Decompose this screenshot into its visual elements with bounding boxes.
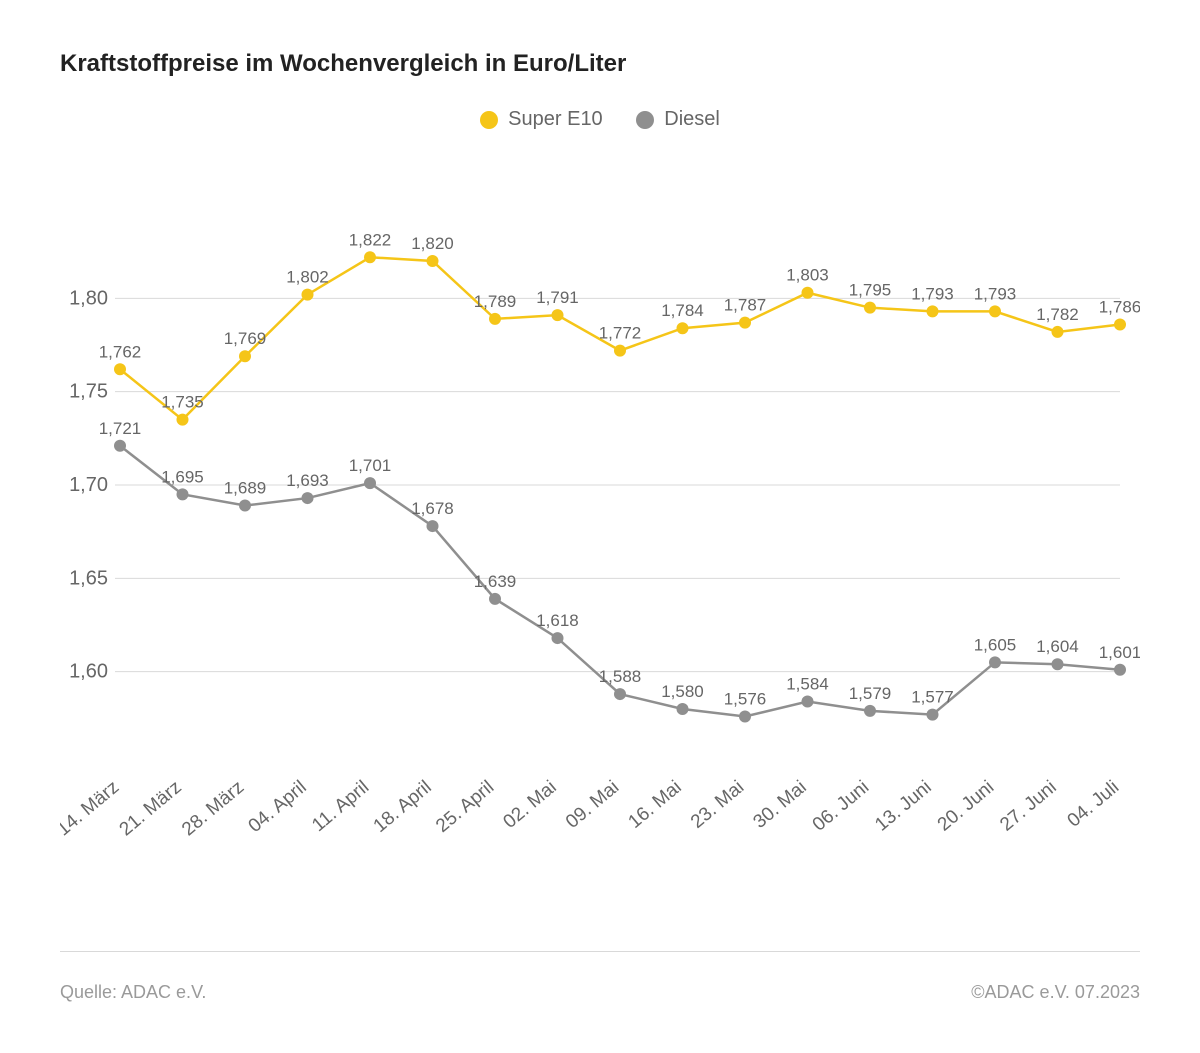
legend-dot-diesel	[636, 111, 654, 129]
svg-text:14. März: 14. März	[60, 776, 123, 840]
svg-text:1,601: 1,601	[1099, 642, 1140, 661]
svg-text:1,786: 1,786	[1099, 297, 1140, 316]
legend-item-diesel: Diesel	[636, 108, 720, 131]
svg-text:1,772: 1,772	[599, 323, 642, 342]
source-label: Quelle: ADAC e.V.	[60, 982, 206, 1003]
svg-text:1,795: 1,795	[849, 280, 892, 299]
svg-text:1,735: 1,735	[161, 392, 204, 411]
legend: Super E10 Diesel	[60, 108, 1140, 135]
footer: Quelle: ADAC e.V. ©ADAC e.V. 07.2023	[60, 951, 1140, 1003]
svg-text:1,721: 1,721	[99, 418, 142, 437]
svg-text:1,784: 1,784	[661, 301, 704, 320]
svg-text:30. Mai: 30. Mai	[749, 776, 810, 832]
svg-text:23. Mai: 23. Mai	[687, 776, 748, 832]
legend-label-e10: Super E10	[508, 108, 603, 131]
svg-text:1,789: 1,789	[474, 291, 517, 310]
chart-svg: 1,60 1,65 1,70 1,75 1,80 14. März21. März28. …	[60, 165, 1140, 885]
svg-text:1,803: 1,803	[786, 265, 829, 284]
svg-text:1,802: 1,802	[286, 267, 329, 286]
svg-text:02. Mai: 02. Mai	[499, 776, 560, 832]
svg-text:1,782: 1,782	[1036, 304, 1079, 323]
svg-text:1,579: 1,579	[849, 683, 892, 702]
svg-text:1,695: 1,695	[161, 467, 204, 486]
svg-text:28. März: 28. März	[178, 776, 248, 840]
chart-container: Kraftstoffpreise im Wochenvergleich in E…	[0, 0, 1200, 1053]
svg-text:1,618: 1,618	[536, 611, 579, 630]
svg-text:1,588: 1,588	[599, 667, 642, 686]
svg-text:1,584: 1,584	[786, 674, 829, 693]
legend-label-diesel: Diesel	[664, 108, 720, 131]
svg-text:06. Juni: 06. Juni	[809, 776, 873, 835]
svg-text:04. Juli: 04. Juli	[1064, 776, 1124, 831]
svg-text:1,576: 1,576	[724, 689, 767, 708]
svg-text:1,605: 1,605	[974, 635, 1017, 654]
svg-text:1,65: 1,65	[69, 567, 108, 589]
svg-text:04. April: 04. April	[245, 776, 311, 836]
svg-text:1,580: 1,580	[661, 682, 704, 701]
svg-text:25. April: 25. April	[432, 776, 498, 836]
chart-title: Kraftstoffpreise im Wochenvergleich in E…	[60, 50, 1140, 78]
svg-text:1,604: 1,604	[1036, 637, 1079, 656]
svg-text:1,822: 1,822	[349, 230, 392, 249]
svg-text:1,769: 1,769	[224, 329, 267, 348]
svg-text:11. April: 11. April	[308, 776, 373, 835]
svg-text:16. Mai: 16. Mai	[624, 776, 685, 832]
svg-text:18. April: 18. April	[370, 776, 436, 836]
svg-text:1,787: 1,787	[724, 295, 767, 314]
chart-plot-area: 1,60 1,65 1,70 1,75 1,80 14. März21. März28. …	[60, 165, 1140, 885]
svg-text:09. Mai: 09. Mai	[562, 776, 623, 832]
svg-text:1,678: 1,678	[411, 499, 454, 518]
svg-text:1,762: 1,762	[99, 342, 142, 361]
svg-text:13. Juni: 13. Juni	[871, 776, 935, 835]
svg-text:1,60: 1,60	[69, 660, 108, 682]
svg-text:21. März: 21. März	[116, 776, 186, 840]
svg-text:27. Juni: 27. Juni	[996, 776, 1060, 835]
legend-item-e10: Super E10	[480, 108, 603, 131]
svg-text:1,793: 1,793	[911, 284, 954, 303]
legend-dot-e10	[480, 111, 498, 129]
copyright-label: ©ADAC e.V. 07.2023	[971, 982, 1140, 1003]
svg-text:1,639: 1,639	[474, 571, 517, 590]
svg-text:1,577: 1,577	[911, 687, 954, 706]
svg-text:1,689: 1,689	[224, 478, 267, 497]
svg-text:1,791: 1,791	[536, 288, 579, 307]
svg-text:1,793: 1,793	[974, 284, 1017, 303]
svg-text:1,820: 1,820	[411, 234, 454, 253]
svg-text:1,693: 1,693	[286, 471, 329, 490]
svg-text:1,75: 1,75	[69, 380, 108, 402]
svg-text:20. Juni: 20. Juni	[934, 776, 998, 835]
svg-text:1,70: 1,70	[69, 474, 108, 496]
svg-text:1,701: 1,701	[349, 456, 392, 475]
svg-text:1,80: 1,80	[69, 287, 108, 309]
